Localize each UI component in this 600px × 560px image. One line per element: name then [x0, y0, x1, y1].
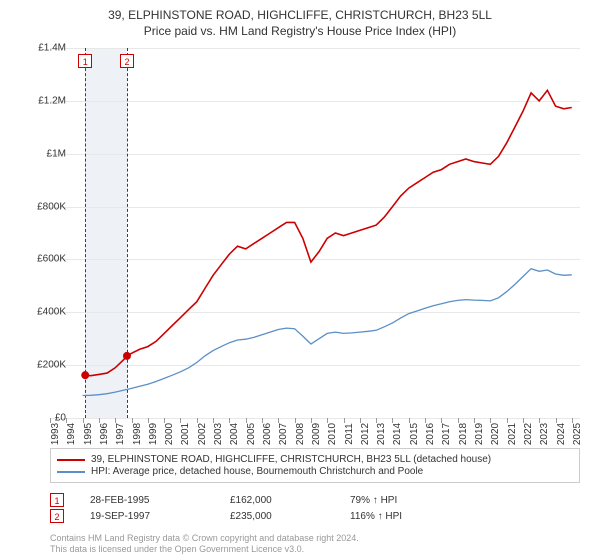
legend-swatch-blue — [57, 471, 85, 473]
x-tick-label: 2004 — [229, 423, 240, 445]
marker-box: 2 — [120, 54, 134, 68]
marker-dot — [123, 352, 131, 360]
x-tick-label: 2022 — [523, 423, 534, 445]
footer-line: Contains HM Land Registry data © Crown c… — [50, 533, 359, 545]
x-tick-label: 2014 — [392, 423, 403, 445]
x-tick-label: 2010 — [327, 423, 338, 445]
x-tick-label: 2012 — [360, 423, 371, 445]
chart-subtitle: Price paid vs. HM Land Registry's House … — [0, 22, 600, 38]
y-tick-label: £200K — [37, 360, 66, 371]
y-tick-label: £600K — [37, 254, 66, 265]
footer-line: This data is licensed under the Open Gov… — [50, 544, 359, 556]
marker-box: 1 — [78, 54, 92, 68]
marker-table: 1 28-FEB-1995 £162,000 79% ↑ HPI 2 19-SE… — [50, 491, 402, 525]
x-tick-label: 2025 — [572, 423, 583, 445]
x-tick-label: 1999 — [148, 423, 159, 445]
x-tick-label: 2008 — [295, 423, 306, 445]
legend-swatch-red — [57, 459, 85, 461]
y-tick-label: £1.2M — [38, 95, 66, 106]
x-tick-label: 2017 — [441, 423, 452, 445]
marker-date: 28-FEB-1995 — [90, 495, 230, 506]
series-line — [83, 269, 572, 396]
x-tick-label: 1995 — [83, 423, 94, 445]
y-tick-label: £1.4M — [38, 43, 66, 54]
marker-price: £235,000 — [230, 511, 350, 522]
marker-table-row: 1 28-FEB-1995 £162,000 79% ↑ HPI — [50, 493, 402, 507]
x-tick-label: 2011 — [344, 423, 355, 445]
marker-badge: 1 — [50, 493, 64, 507]
chart-legend: 39, ELPHINSTONE ROAD, HIGHCLIFFE, CHRIST… — [50, 448, 580, 483]
marker-hpi: 79% ↑ HPI — [350, 495, 397, 506]
marker-price: £162,000 — [230, 495, 350, 506]
x-tick-label: 2016 — [425, 423, 436, 445]
chart-container: 39, ELPHINSTONE ROAD, HIGHCLIFFE, CHRIST… — [0, 0, 600, 560]
x-tick-label: 2003 — [213, 423, 224, 445]
y-tick-label: £400K — [37, 307, 66, 318]
marker-badge: 2 — [50, 509, 64, 523]
marker-hpi: 116% ↑ HPI — [350, 511, 402, 522]
gridline — [50, 418, 580, 419]
legend-item: 39, ELPHINSTONE ROAD, HIGHCLIFFE, CHRIST… — [57, 454, 573, 465]
y-tick-label: £0 — [55, 413, 66, 424]
chart-footer: Contains HM Land Registry data © Crown c… — [50, 533, 359, 556]
x-tick-label: 1996 — [99, 423, 110, 445]
x-tick-label: 1993 — [50, 423, 61, 445]
x-tick-label: 2024 — [556, 423, 567, 445]
x-tick-label: 2015 — [409, 423, 420, 445]
x-tick-label: 1997 — [115, 423, 126, 445]
legend-text: HPI: Average price, detached house, Bour… — [91, 466, 423, 477]
marker-date: 19-SEP-1997 — [90, 511, 230, 522]
x-tick-label: 2006 — [262, 423, 273, 445]
marker-table-row: 2 19-SEP-1997 £235,000 116% ↑ HPI — [50, 509, 402, 523]
chart-title: 39, ELPHINSTONE ROAD, HIGHCLIFFE, CHRIST… — [0, 0, 600, 22]
x-tick-label: 2007 — [278, 423, 289, 445]
x-tick-label: 2020 — [490, 423, 501, 445]
x-tick-label: 2000 — [164, 423, 175, 445]
y-tick-label: £800K — [37, 201, 66, 212]
legend-item: HPI: Average price, detached house, Bour… — [57, 466, 573, 477]
legend-text: 39, ELPHINSTONE ROAD, HIGHCLIFFE, CHRIST… — [91, 454, 491, 465]
x-tick-label: 2005 — [246, 423, 257, 445]
x-tick-label: 2019 — [474, 423, 485, 445]
x-tick-label: 2018 — [458, 423, 469, 445]
x-tick-label: 2021 — [507, 423, 518, 445]
y-tick-label: £1M — [47, 148, 66, 159]
chart-plot-area: 1993199419951996199719981999200020012002… — [50, 48, 580, 418]
x-tick-label: 1994 — [66, 423, 77, 445]
chart-svg — [50, 48, 580, 418]
x-tick-label: 2001 — [180, 423, 191, 445]
marker-dot — [81, 371, 89, 379]
x-tick-label: 2023 — [539, 423, 550, 445]
x-tick-label: 2002 — [197, 423, 208, 445]
x-tick-label: 2009 — [311, 423, 322, 445]
x-tick-label: 2013 — [376, 423, 387, 445]
x-tick-label: 1998 — [132, 423, 143, 445]
